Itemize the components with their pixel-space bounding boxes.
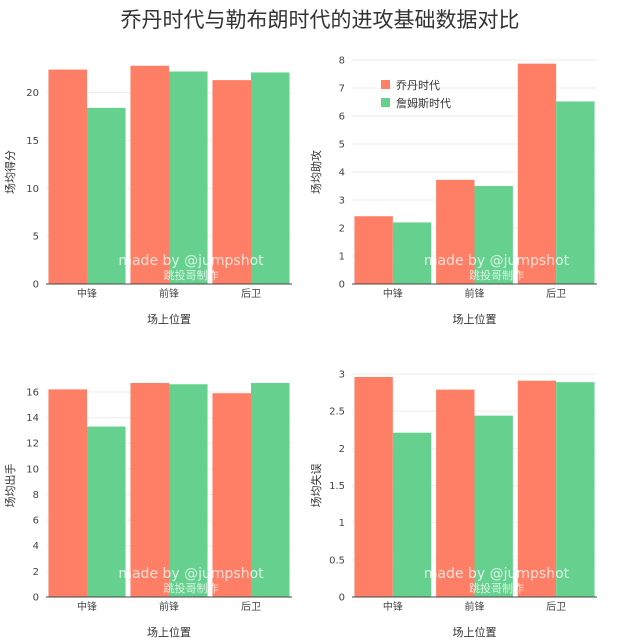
y-tick-label: 4 [33, 541, 39, 552]
figure-title: 乔丹时代与勒布朗时代的进攻基础数据对比 [121, 8, 520, 32]
bar-jordan-1 [354, 376, 393, 597]
bar-jordan-1 [48, 69, 87, 284]
x-tick-label: 前锋 [465, 600, 485, 613]
legend-swatch-2 [381, 98, 390, 107]
bar-jordan-2 [130, 382, 169, 597]
bar-jordan-3 [212, 393, 251, 597]
bar-jordan-3 [517, 63, 557, 284]
watermark-text: made by @jumpshot [424, 253, 570, 269]
x-axis-title: 场上位置 [453, 312, 497, 326]
watermark-subtext: 跳投哥制作 [164, 581, 219, 595]
bar-lebron-3 [251, 382, 290, 597]
y-tick-label: 5 [339, 140, 345, 151]
y-tick-label: 2 [339, 224, 345, 235]
x-tick-label: 中锋 [383, 287, 403, 300]
x-tick-label: 前锋 [159, 287, 179, 300]
y-tick-label: 0 [33, 280, 39, 291]
bar-lebron-2 [169, 384, 208, 597]
bar-jordan-2 [130, 65, 169, 284]
x-tick-label: 后卫 [241, 288, 261, 300]
y-tick-label: 15 [26, 136, 39, 147]
bar-jordan-3 [212, 80, 251, 284]
bar-lebron-3 [251, 72, 290, 284]
y-tick-label: 20 [26, 88, 39, 99]
y-tick-label: 3 [339, 196, 345, 207]
y-tick-label: 2 [339, 444, 345, 455]
y-axis-title: 场均助攻 [309, 150, 323, 194]
watermark-subtext: 跳投哥制作 [469, 581, 524, 595]
y-tick-label: 4 [339, 168, 345, 179]
y-tick-label: 1.5 [329, 481, 345, 492]
y-tick-label: 7 [339, 84, 345, 95]
y-tick-label: 2.5 [329, 407, 345, 418]
y-tick-label: 0 [339, 280, 345, 291]
y-tick-label: 14 [26, 413, 39, 424]
bar-lebron-3 [556, 101, 595, 284]
x-tick-label: 中锋 [77, 600, 97, 613]
x-tick-label: 前锋 [465, 287, 485, 300]
y-tick-label: 12 [26, 439, 39, 450]
y-tick-label: 5 [33, 232, 39, 243]
x-tick-label: 后卫 [241, 601, 261, 613]
bar-lebron-1 [392, 432, 432, 597]
watermark-subtext: 跳投哥制作 [164, 268, 219, 282]
watermark-text: made by @jumpshot [118, 253, 264, 269]
x-axis-title: 场上位置 [453, 625, 497, 639]
bar-lebron-1 [392, 222, 432, 284]
bar-jordan-3 [517, 380, 557, 597]
y-tick-label: 6 [33, 516, 39, 527]
y-tick-label: 3 [339, 370, 345, 381]
y-tick-label: 8 [33, 490, 39, 501]
y-tick-label: 1 [339, 518, 345, 529]
bar-lebron-2 [474, 415, 513, 597]
watermark-text: made by @jumpshot [424, 566, 570, 582]
legend-label-1: 乔丹时代 [396, 79, 440, 92]
bar-jordan-2 [436, 179, 475, 284]
y-axis-title: 场均得分 [3, 150, 17, 194]
bar-jordan-1 [48, 389, 87, 597]
x-axis-title: 场上位置 [147, 625, 191, 639]
y-tick-label: 6 [339, 112, 345, 123]
bar-lebron-3 [556, 382, 595, 597]
x-tick-label: 后卫 [546, 288, 566, 300]
x-tick-label: 中锋 [383, 600, 403, 613]
y-tick-label: 8 [339, 56, 345, 67]
x-tick-label: 前锋 [159, 600, 179, 613]
bar-lebron-2 [474, 186, 513, 284]
bar-lebron-2 [169, 71, 208, 284]
y-axis-title: 场均出手 [3, 464, 17, 508]
legend-label-2: 詹姆斯时代 [396, 96, 451, 110]
y-tick-label: 1 [339, 252, 345, 263]
y-axis-title: 场均失误 [309, 464, 323, 508]
bar-jordan-1 [354, 216, 393, 284]
y-tick-label: 2 [33, 567, 39, 578]
y-tick-label: 0 [339, 593, 345, 604]
legend-swatch-1 [381, 80, 390, 89]
y-tick-label: 16 [26, 387, 39, 398]
x-tick-label: 后卫 [546, 601, 566, 613]
y-tick-label: 10 [26, 184, 39, 195]
bar-jordan-2 [436, 389, 475, 597]
y-tick-label: 0 [33, 593, 39, 604]
bar-lebron-1 [87, 426, 126, 597]
bar-lebron-1 [87, 107, 126, 284]
y-tick-label: 0.5 [329, 555, 345, 566]
x-axis-title: 场上位置 [147, 312, 191, 326]
watermark-text: made by @jumpshot [118, 566, 264, 582]
y-tick-label: 10 [26, 464, 39, 475]
watermark-subtext: 跳投哥制作 [469, 268, 524, 282]
x-tick-label: 中锋 [77, 287, 97, 300]
